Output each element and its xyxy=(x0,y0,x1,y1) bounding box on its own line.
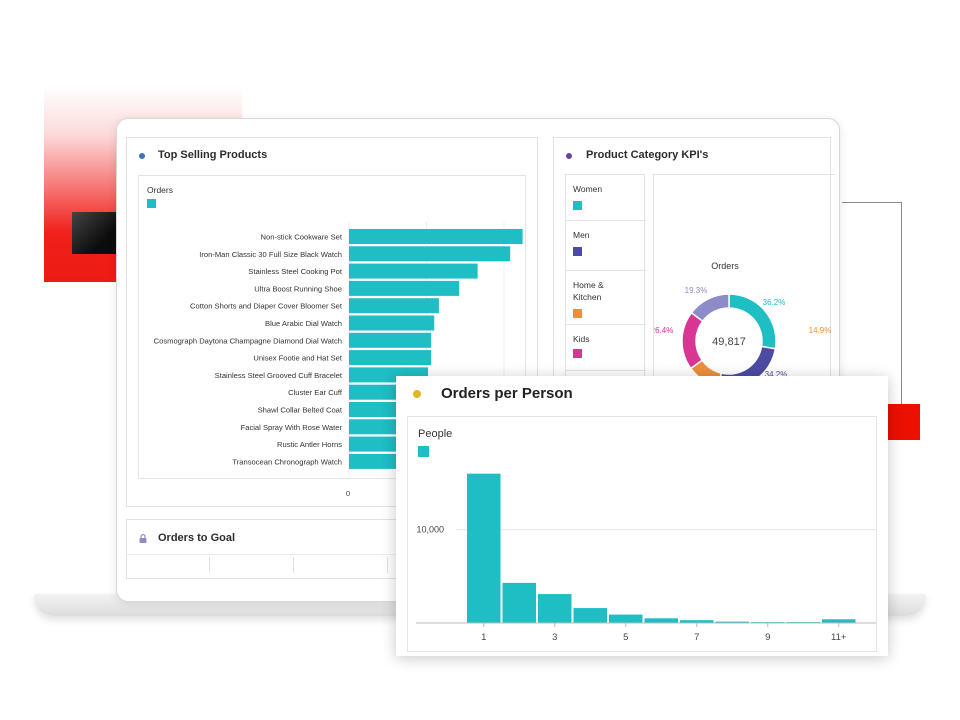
category-label: Stainless Steel Cooking Pot xyxy=(248,267,343,276)
purple-dot-icon xyxy=(566,153,572,159)
x-tick-label: 9 xyxy=(765,632,770,643)
y-tick-label: 10,000 xyxy=(416,525,444,535)
donut-segment[interactable] xyxy=(690,293,730,323)
lock-icon xyxy=(139,534,147,543)
donut-percent-label: 36.2% xyxy=(763,298,786,307)
histogram-bar[interactable] xyxy=(715,621,750,623)
people-legend-label: People xyxy=(418,428,453,440)
category-label: Shawl Collar Belted Coat xyxy=(258,406,343,415)
category-label: Men xyxy=(573,230,590,240)
people-legend-swatch[interactable] xyxy=(418,446,429,457)
category-item-kids[interactable]: Kids xyxy=(566,325,646,371)
table-divider xyxy=(209,557,210,573)
orders-per-person-card: Orders per Person People 10,000 1 3 5 7 9 11+ xyxy=(396,376,888,656)
category-label: Stainless Steel Grooved Cuff Bracelet xyxy=(215,371,343,380)
category-item-men[interactable]: Men xyxy=(566,221,646,271)
category-item-home-kitchen[interactable]: Home & Kitchen xyxy=(566,271,646,325)
bar[interactable] xyxy=(349,332,432,348)
top-selling-legend-label: Orders xyxy=(147,185,173,195)
histogram-bar[interactable] xyxy=(609,614,643,623)
blue-dot-icon xyxy=(139,153,145,159)
category-label: Iron-Man Classic 30 Full Size Black Watc… xyxy=(199,250,342,259)
category-label: Women xyxy=(573,184,603,194)
category-kpis-title: Product Category KPI's xyxy=(586,149,709,161)
donut-percent-label: 26.4% xyxy=(654,326,673,335)
x-tick-label: 1 xyxy=(481,632,486,643)
histogram-bar[interactable] xyxy=(644,618,679,623)
table-divider xyxy=(387,557,388,573)
x-tick-label: 7 xyxy=(694,632,699,643)
histogram-bar[interactable] xyxy=(573,608,608,623)
donut-percent-label: 14.9% xyxy=(809,326,832,335)
histogram-bar[interactable] xyxy=(822,619,856,623)
category-label: Non-stick Cookware Set xyxy=(261,233,343,242)
bar[interactable] xyxy=(349,280,460,296)
category-label: Kids xyxy=(573,334,590,344)
histogram-bar[interactable] xyxy=(467,473,501,623)
orders-to-goal-table-row xyxy=(127,554,539,574)
histogram-bar[interactable] xyxy=(502,582,537,623)
dark-square-decoration xyxy=(72,212,116,254)
category-label: Cotton Shorts and Diaper Cover Bloomer S… xyxy=(190,302,343,311)
connector-line-decoration xyxy=(842,202,902,404)
orders-per-person-title: Orders per Person xyxy=(441,385,573,402)
category-label: Blue Arabic Dial Watch xyxy=(265,319,342,328)
donut-percent-label: 19.3% xyxy=(685,286,708,295)
orders-per-person-chart-frame: People 10,000 1 3 5 7 9 11+ xyxy=(407,416,877,652)
bar[interactable] xyxy=(349,263,478,279)
bar[interactable] xyxy=(349,229,523,244)
bar[interactable] xyxy=(349,298,439,314)
category-label: Home & Kitchen xyxy=(573,280,604,302)
donut-percent-label: 34.2% xyxy=(765,370,788,379)
donut-title: Orders xyxy=(711,261,739,271)
category-label: Facial Spray With Rose Water xyxy=(241,423,343,432)
donut-segment[interactable] xyxy=(681,311,704,370)
bar[interactable] xyxy=(349,315,435,331)
category-label: Cluster Ear Cuff xyxy=(288,388,343,397)
x-tick-label: 5 xyxy=(623,632,628,643)
category-label: Rustic Antler Horns xyxy=(277,440,342,449)
category-swatch xyxy=(573,309,582,318)
top-selling-title: Top Selling Products xyxy=(158,149,268,161)
bar[interactable] xyxy=(349,246,511,262)
category-label: Ultra Boost Running Shoe xyxy=(254,284,342,293)
x-tick-label: 3 xyxy=(552,632,557,643)
category-label: Cosmograph Daytona Champagne Diamond Dia… xyxy=(154,336,342,345)
category-label: Unisex Footie and Hat Set xyxy=(253,354,343,363)
histogram-bar[interactable] xyxy=(538,594,572,623)
histogram-bar[interactable] xyxy=(680,620,714,623)
table-divider xyxy=(293,557,294,573)
gold-dot-icon xyxy=(413,390,421,398)
orders-to-goal-title: Orders to Goal xyxy=(158,532,236,544)
category-swatch xyxy=(573,201,582,210)
category-swatch xyxy=(573,247,582,256)
bar[interactable] xyxy=(349,350,432,366)
category-label: Transocean Chronograph Watch xyxy=(232,457,342,466)
category-item-women[interactable]: Women xyxy=(566,175,646,221)
orders-per-person-histogram: 10,000 1 3 5 7 9 11+ xyxy=(416,473,876,643)
x-tick-label: 11+ xyxy=(831,632,847,643)
red-square-decoration xyxy=(884,404,920,440)
category-swatch xyxy=(573,349,582,358)
donut-center-value: 49,817 xyxy=(712,336,746,348)
top-selling-legend-swatch[interactable] xyxy=(147,199,156,208)
x-tick-label: 0 xyxy=(346,489,350,498)
